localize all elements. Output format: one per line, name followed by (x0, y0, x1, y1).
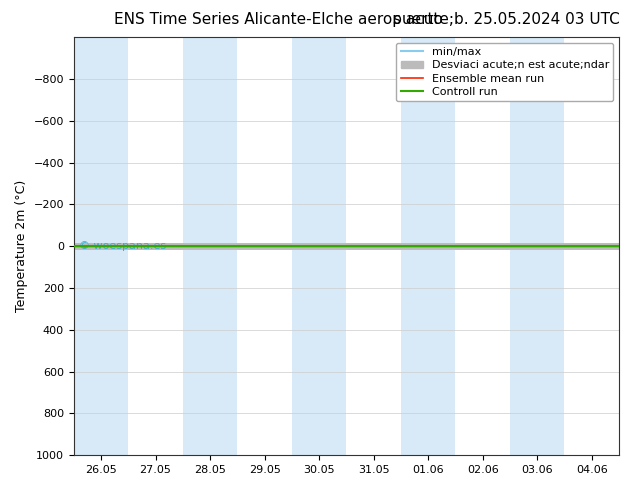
Bar (401, 37, 455, 455)
Bar (510, 37, 564, 455)
Text: © woespana.es: © woespana.es (79, 241, 166, 251)
Text: s acute;b. 25.05.2024 03 UTC: s acute;b. 25.05.2024 03 UTC (393, 12, 620, 27)
Legend: min/max, Desviaci acute;n est acute;ndar, Ensemble mean run, Controll run: min/max, Desviaci acute;n est acute;ndar… (396, 43, 614, 101)
Bar (292, 37, 346, 455)
Text: ENS Time Series Alicante-Elche aeropuerto: ENS Time Series Alicante-Elche aeropuert… (114, 12, 443, 27)
Y-axis label: Temperature 2m (°C): Temperature 2m (°C) (15, 180, 28, 312)
Bar (183, 37, 237, 455)
Bar (74, 37, 128, 455)
